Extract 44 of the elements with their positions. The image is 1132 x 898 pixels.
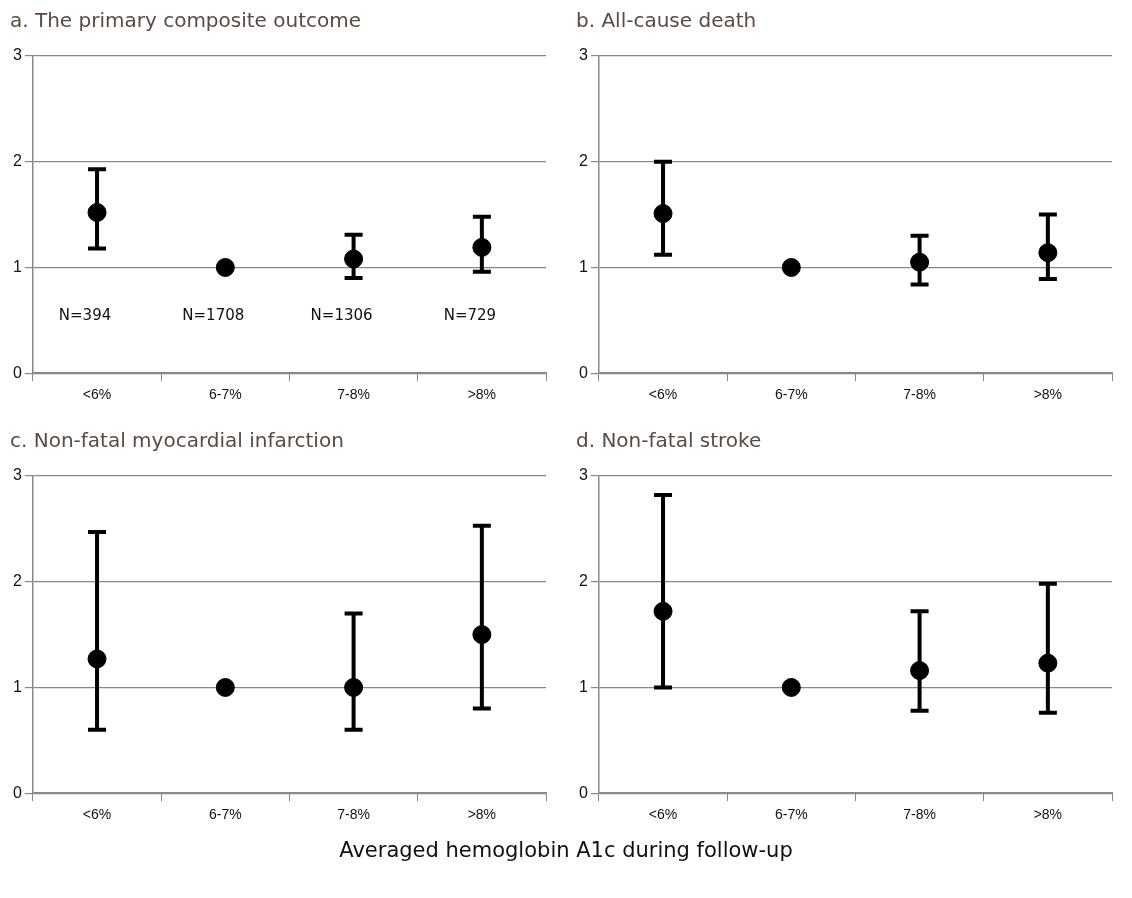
y-tick-label: 0 (578, 783, 588, 801)
x-tick-label: >8% (467, 806, 497, 823)
x-tick-label: 7-8% (337, 806, 370, 823)
y-tick-label: 2 (12, 572, 22, 590)
y-tick-label: 2 (578, 152, 588, 170)
x-tick-label: 6-7% (208, 386, 242, 403)
x-tick-label: 7-8% (903, 386, 936, 403)
y-tick-label: 1 (578, 257, 588, 275)
y-tick-label: 0 (12, 783, 22, 801)
annotation: N=394 (58, 305, 112, 324)
x-tick-label: <6% (648, 386, 678, 403)
x-tick-label: >8% (467, 386, 497, 403)
y-tick-label: 0 (12, 363, 22, 381)
y-tick-label: 1 (12, 257, 22, 275)
y-tick-label: 3 (578, 466, 588, 484)
annotation: N=1306 (310, 305, 373, 324)
x-tick-label: <6% (648, 806, 678, 823)
x-tick-label: >8% (1033, 386, 1063, 403)
chart-title: b. All-cause death (576, 8, 757, 33)
y-tick-label: 1 (578, 677, 588, 695)
y-tick-label: 3 (12, 466, 22, 484)
point (781, 677, 801, 697)
x-axis-title: Averaged hemoglobin A1c during follow-up (338, 838, 794, 862)
x-tick-label: 7-8% (337, 386, 370, 403)
chart-title: c. Non-fatal myocardial infarction (10, 428, 344, 453)
x-tick-label: >8% (1033, 806, 1063, 823)
y-tick-label: 2 (578, 572, 588, 590)
x-tick-label: <6% (82, 386, 112, 403)
x-tick-label: <6% (82, 806, 112, 823)
annotation: N=1708 (182, 305, 245, 324)
y-tick-label: 1 (12, 677, 22, 695)
annotation: N=729 (443, 305, 497, 324)
chart-title: a. The primary composite outcome (10, 8, 362, 33)
x-tick-label: 6-7% (774, 386, 808, 403)
point (215, 257, 235, 277)
chart-title: d. Non-fatal stroke (576, 428, 762, 453)
point (781, 257, 801, 277)
x-tick-label: 7-8% (903, 806, 936, 823)
x-tick-label: 6-7% (208, 806, 242, 823)
y-tick-label: 2 (12, 152, 22, 170)
y-tick-label: 0 (578, 363, 588, 381)
y-tick-label: 3 (12, 46, 22, 64)
x-tick-label: 6-7% (774, 806, 808, 823)
y-tick-label: 3 (578, 46, 588, 64)
